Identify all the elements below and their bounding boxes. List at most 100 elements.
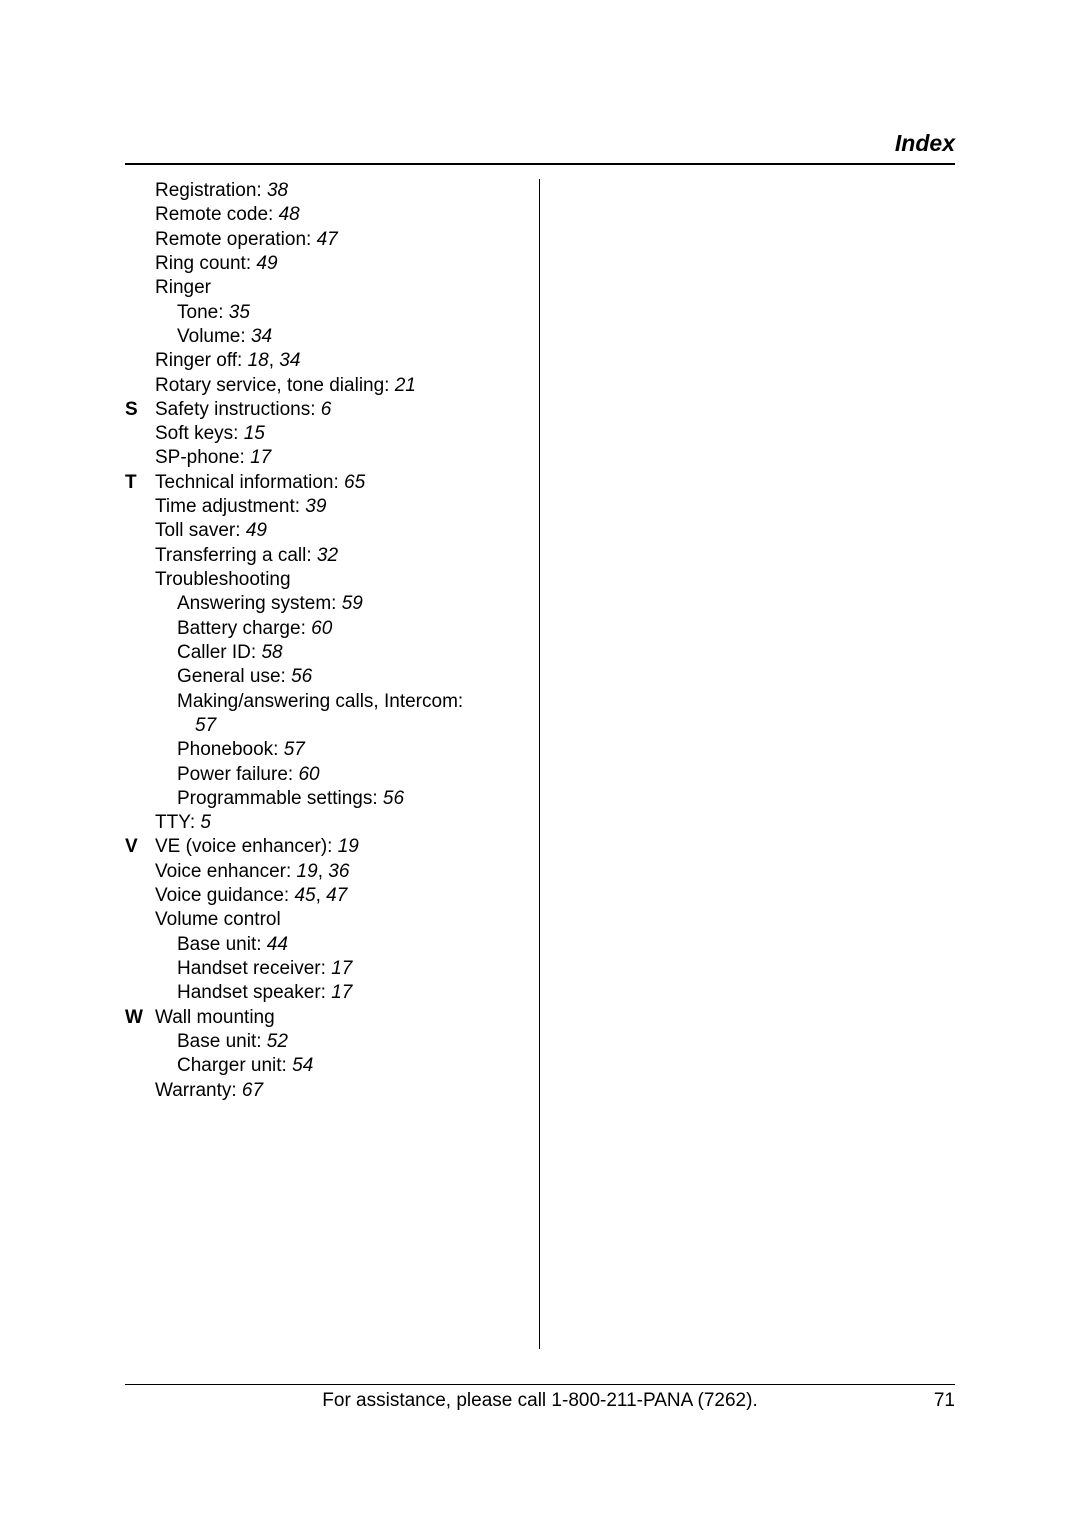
page-ref: 60 xyxy=(298,764,319,785)
index-section: VVE (voice enhancer): 19Voice enhancer: … xyxy=(125,835,525,1005)
entry-label: Base unit: xyxy=(177,1031,267,1052)
entry-label: Rotary service, tone dialing: xyxy=(155,375,395,396)
index-entry: Base unit: 44 xyxy=(155,933,525,957)
index-entry: Caller ID: 58 xyxy=(155,641,525,665)
left-column: Registration: 38Remote code: 48Remote op… xyxy=(125,179,540,1349)
entry-label: Handset receiver: xyxy=(177,958,331,979)
entry-label: Volume: xyxy=(177,326,251,347)
page-ref: 49 xyxy=(246,520,267,541)
entry-label: TTY: xyxy=(155,812,200,833)
entry-label: Tone: xyxy=(177,302,229,323)
page-ref: 54 xyxy=(292,1055,313,1076)
page-ref: 19 xyxy=(338,836,359,857)
entry-label: Voice guidance: xyxy=(155,885,294,906)
entry-label: Safety instructions: xyxy=(155,399,321,420)
page-ref: 57 xyxy=(284,739,305,760)
index-entry: Handset speaker: 17 xyxy=(155,981,525,1005)
index-entry: Base unit: 52 xyxy=(155,1030,525,1054)
index-section: TTechnical information: 65Time adjustmen… xyxy=(125,471,525,836)
entry-label: Programmable settings: xyxy=(177,788,383,809)
entry-label: Ringer off: xyxy=(155,350,248,371)
page-ref: 56 xyxy=(291,666,312,687)
entry-label: Caller ID: xyxy=(177,642,261,663)
entry-label: Answering system: xyxy=(177,593,342,614)
index-entry: Tone: 35 xyxy=(155,301,525,325)
right-column xyxy=(540,179,955,1349)
index-entry: Voice enhancer: 19, 36 xyxy=(155,860,525,884)
index-entry: Handset receiver: 17 xyxy=(155,957,525,981)
page-ref: 18 xyxy=(248,350,269,371)
index-entry: Volume control xyxy=(155,908,525,932)
section-entries: VE (voice enhancer): 19Voice enhancer: 1… xyxy=(155,835,525,1005)
page-ref: 15 xyxy=(244,423,265,444)
index-entry: Warranty: 67 xyxy=(155,1079,525,1103)
entry-label: Ringer xyxy=(155,277,211,298)
footer-page-number: 71 xyxy=(915,1390,955,1412)
page-ref: 34 xyxy=(251,326,272,347)
entry-label: Troubleshooting xyxy=(155,569,291,590)
page-ref: 49 xyxy=(256,253,277,274)
entry-label: Phonebook: xyxy=(177,739,284,760)
index-entry: Safety instructions: 6 xyxy=(155,398,525,422)
page-ref: 48 xyxy=(279,204,300,225)
entry-label: Transferring a call: xyxy=(155,545,317,566)
entry-label: Remote operation: xyxy=(155,229,317,250)
index-entry: 57 xyxy=(155,714,525,738)
page-ref: 57 xyxy=(195,715,216,736)
page-ref: 32 xyxy=(317,545,338,566)
section-letter: W xyxy=(125,1006,155,1103)
section-letter: T xyxy=(125,471,155,836)
index-entry: Toll saver: 49 xyxy=(155,519,525,543)
page-ref: 45 xyxy=(294,885,315,906)
page-ref: 59 xyxy=(342,593,363,614)
index-entry: Making/answering calls, Intercom: xyxy=(155,690,525,714)
entry-label: Technical information: xyxy=(155,472,344,493)
entry-label: Base unit: xyxy=(177,934,267,955)
page-ref: 56 xyxy=(383,788,404,809)
index-entry: Ring count: 49 xyxy=(155,252,525,276)
index-entry: Charger unit: 54 xyxy=(155,1054,525,1078)
page-ref: 60 xyxy=(311,618,332,639)
section-letter: S xyxy=(125,398,155,471)
entry-label: Time adjustment: xyxy=(155,496,305,517)
page-ref: 47 xyxy=(317,229,338,250)
index-entry: Time adjustment: 39 xyxy=(155,495,525,519)
index-entry: Soft keys: 15 xyxy=(155,422,525,446)
section-entries: Wall mountingBase unit: 52Charger unit: … xyxy=(155,1006,525,1103)
section-entries: Safety instructions: 6Soft keys: 15SP-ph… xyxy=(155,398,525,471)
page-ref: 47 xyxy=(326,885,347,906)
index-entry: Registration: 38 xyxy=(155,179,525,203)
index-entry: Power failure: 60 xyxy=(155,763,525,787)
page-ref: 35 xyxy=(229,302,250,323)
index-entry: Remote code: 48 xyxy=(155,203,525,227)
index-entry: Volume: 34 xyxy=(155,325,525,349)
index-entry: General use: 56 xyxy=(155,665,525,689)
entry-label: Charger unit: xyxy=(177,1055,292,1076)
entry-label: Power failure: xyxy=(177,764,298,785)
page-ref: 17 xyxy=(331,982,352,1003)
section-entries: Registration: 38Remote code: 48Remote op… xyxy=(155,179,525,398)
index-entry: Rotary service, tone dialing: 21 xyxy=(155,374,525,398)
page-ref: 44 xyxy=(267,934,288,955)
index-entry: Ringer off: 18, 34 xyxy=(155,349,525,373)
page-ref: 6 xyxy=(321,399,332,420)
index-entry: Wall mounting xyxy=(155,1006,525,1030)
separator: , xyxy=(269,350,280,371)
page-ref: 38 xyxy=(267,180,288,201)
entry-label: Toll saver: xyxy=(155,520,246,541)
index-section: Registration: 38Remote code: 48Remote op… xyxy=(125,179,525,398)
page-ref: 65 xyxy=(344,472,365,493)
index-entry: Programmable settings: 56 xyxy=(155,787,525,811)
index-entry: Phonebook: 57 xyxy=(155,738,525,762)
index-entry: Transferring a call: 32 xyxy=(155,544,525,568)
section-letter: V xyxy=(125,835,155,1005)
footer-text: For assistance, please call 1-800-211-PA… xyxy=(165,1390,915,1412)
page-ref: 36 xyxy=(328,861,349,882)
index-entry: VE (voice enhancer): 19 xyxy=(155,835,525,859)
index-entry: SP-phone: 17 xyxy=(155,446,525,470)
columns-container: Registration: 38Remote code: 48Remote op… xyxy=(125,179,955,1349)
entry-label: Registration: xyxy=(155,180,267,201)
page-title: Index xyxy=(125,130,955,165)
page-ref: 17 xyxy=(250,447,271,468)
index-page: Index Registration: 38Remote code: 48Rem… xyxy=(0,0,1080,1528)
